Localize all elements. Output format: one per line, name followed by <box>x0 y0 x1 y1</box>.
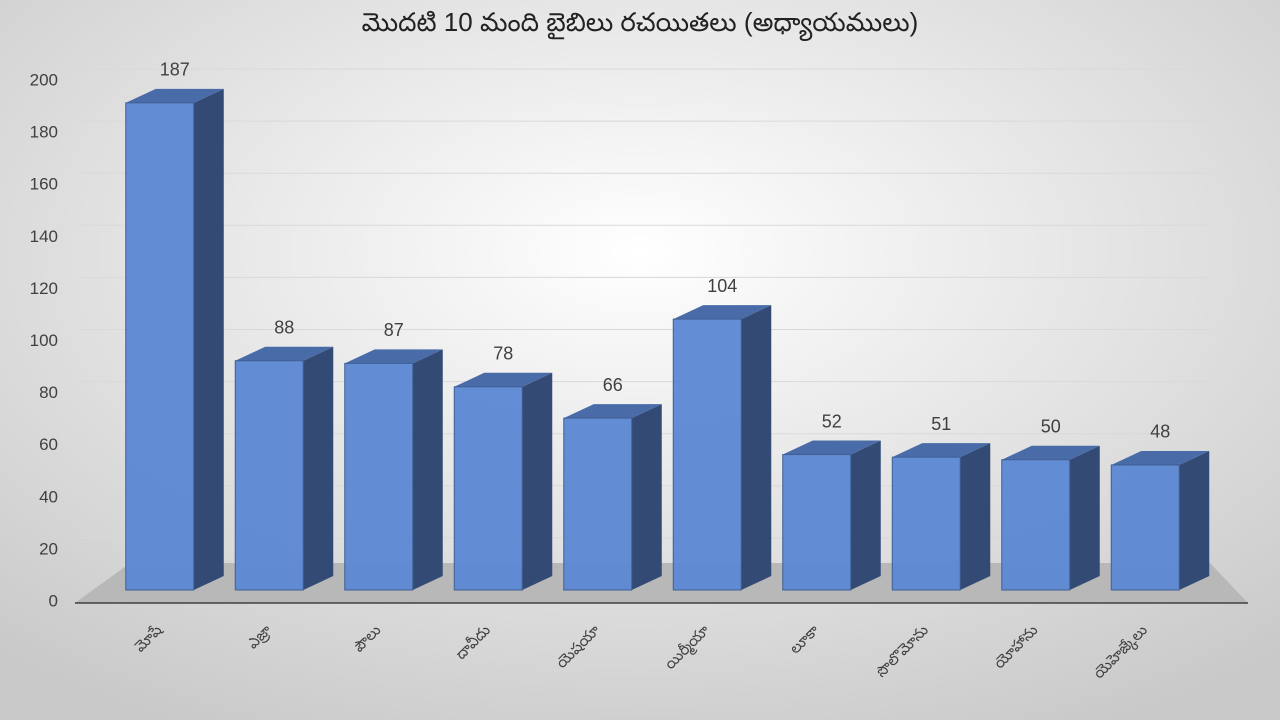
y-tick-label: 60 <box>39 435 58 454</box>
bar <box>234 360 304 591</box>
bar-top <box>563 404 662 419</box>
bar-top <box>892 443 991 458</box>
y-tick-label: 200 <box>30 70 58 89</box>
bar-side <box>412 349 443 590</box>
bar-side <box>1179 450 1210 590</box>
bar <box>782 454 852 591</box>
bar-side <box>522 372 553 590</box>
bar-top <box>235 346 334 361</box>
bar-top <box>673 305 772 320</box>
value-label: 66 <box>603 375 623 395</box>
y-tick-label: 0 <box>49 591 58 610</box>
value-label: 78 <box>493 344 513 364</box>
y-tick-label: 80 <box>39 383 58 402</box>
bar-side <box>741 305 772 590</box>
bar-top <box>344 349 443 364</box>
chart-title: మొదటి 10 మంది బైబిలు రచయితలు (అధ్యాయములు… <box>362 7 919 42</box>
bar <box>1110 464 1180 591</box>
bar-top <box>454 372 553 387</box>
bar-side <box>303 346 334 590</box>
y-tick-label: 100 <box>30 331 58 350</box>
bar <box>891 456 961 591</box>
value-label: 187 <box>160 60 190 80</box>
bar <box>1001 459 1071 591</box>
bar-side <box>193 88 224 591</box>
bar-top <box>1001 445 1100 460</box>
bar <box>344 362 414 591</box>
value-label: 87 <box>384 320 404 340</box>
value-label: 48 <box>1150 422 1170 442</box>
y-tick-label: 40 <box>39 487 58 506</box>
bar-side <box>631 404 662 590</box>
bar <box>672 318 742 591</box>
bar-side <box>960 443 991 590</box>
bar-top <box>1111 450 1210 465</box>
value-label: 51 <box>931 414 951 434</box>
y-tick-label: 160 <box>30 175 58 194</box>
y-tick-label: 20 <box>39 539 58 558</box>
bar-top <box>782 440 881 455</box>
value-label: 52 <box>822 411 842 431</box>
y-tick-label: 140 <box>30 227 58 246</box>
y-tick-label: 180 <box>30 123 58 142</box>
bar-side <box>1069 445 1100 590</box>
bar-side <box>850 440 881 590</box>
bar <box>125 102 195 591</box>
value-label: 104 <box>707 276 737 296</box>
y-tick-label: 120 <box>30 279 58 298</box>
bar <box>453 386 523 591</box>
bar-top <box>125 88 224 103</box>
bar <box>563 417 633 591</box>
value-label: 88 <box>274 318 294 338</box>
value-label: 50 <box>1041 417 1061 437</box>
